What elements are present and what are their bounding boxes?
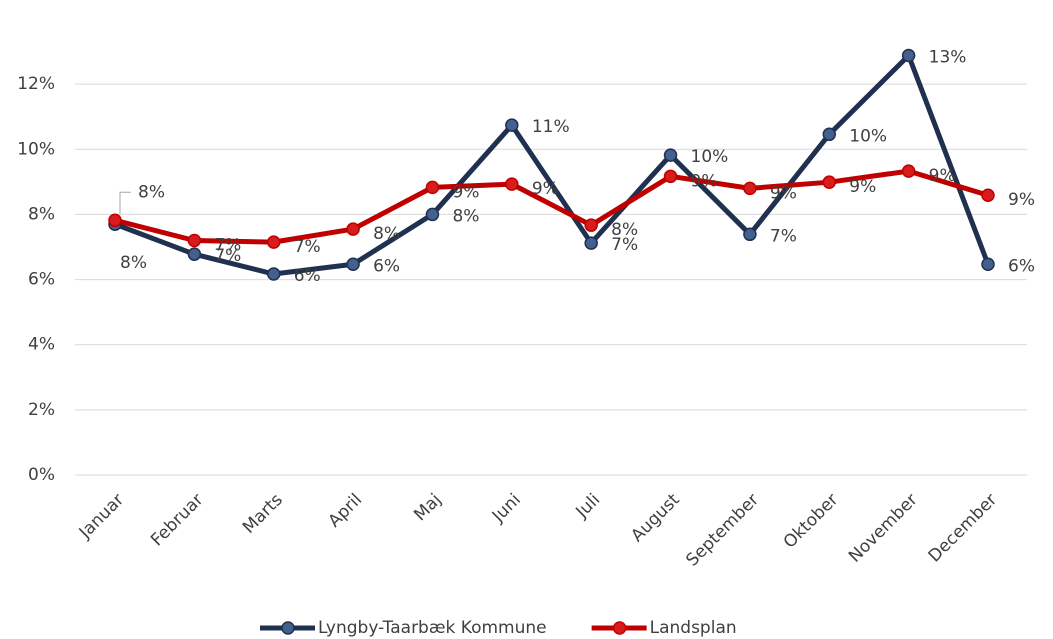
x-tick-label: April [325, 490, 367, 532]
point [425, 207, 440, 222]
data-label: 6% [294, 266, 321, 286]
y-tick-label: 4% [28, 335, 55, 355]
point [346, 222, 360, 236]
data-label: 6% [373, 256, 400, 276]
y-tick-label: 2% [28, 400, 55, 420]
point [822, 175, 837, 189]
point [505, 118, 519, 132]
data-label: 7% [214, 246, 241, 266]
x-tick-label: Februar [147, 490, 207, 550]
y-tick-label: 8% [28, 204, 55, 224]
legend-marker [612, 621, 627, 635]
data-label: 9% [849, 177, 876, 197]
y-tick-label: 0% [28, 465, 55, 485]
x-tick-label: September [682, 490, 763, 571]
y-tick-label: 6% [28, 270, 55, 290]
point [822, 127, 837, 142]
x-tick-label: Marts [239, 490, 287, 538]
data-label: 9% [452, 182, 479, 202]
data-label: 9% [532, 179, 559, 199]
point [981, 188, 995, 202]
point [901, 48, 916, 63]
point [108, 213, 122, 228]
data-label: 7% [770, 226, 797, 246]
point [901, 164, 916, 178]
x-tick-label: November [845, 490, 922, 567]
x-tick-label: August [627, 490, 683, 546]
x-tick-label: Juli [572, 490, 605, 523]
point [584, 236, 598, 250]
point [187, 233, 202, 248]
legend-marker [281, 621, 295, 635]
point [266, 267, 281, 281]
x-tick-label: Januar [75, 490, 128, 543]
x-tick-label: Oktober [780, 490, 843, 553]
point [743, 227, 757, 242]
data-label: 13% [929, 47, 967, 67]
point [425, 180, 440, 195]
x-tick-label: December [925, 490, 1001, 566]
data-label: 8% [373, 224, 400, 244]
series-line [114, 168, 989, 245]
data-label: 9% [1008, 190, 1035, 210]
point [584, 218, 598, 232]
legend-label: Landsplan [650, 618, 737, 638]
point [346, 257, 360, 272]
point [505, 177, 519, 191]
data-label: 8% [611, 220, 638, 240]
data-label: 9% [770, 183, 797, 203]
data-label: 7% [214, 235, 241, 255]
data-label: 9% [929, 166, 956, 186]
point [266, 235, 281, 249]
data-label: 10% [849, 126, 887, 146]
data-label: 8% [120, 253, 147, 273]
point [663, 169, 678, 184]
data-label: 8% [138, 182, 165, 202]
data-label: 11% [532, 117, 570, 137]
point [743, 181, 757, 196]
y-tick-label: 12% [17, 74, 55, 94]
series-line [114, 52, 991, 277]
data-label: 7% [611, 235, 638, 255]
data-label: 6% [1008, 256, 1035, 276]
point [187, 247, 202, 261]
data-label: 9% [691, 171, 718, 191]
data-label: 8% [452, 206, 479, 226]
point [663, 148, 678, 162]
x-tick-label: Juni [488, 490, 525, 527]
leader-line [119, 191, 131, 215]
x-tick-label: Maj [410, 490, 445, 525]
data-label: 7% [294, 237, 321, 257]
y-tick-label: 10% [17, 139, 55, 159]
point [981, 257, 995, 272]
legend-label: Lyngby-Taarbæk Kommune [318, 618, 547, 638]
data-label: 10% [691, 147, 729, 167]
